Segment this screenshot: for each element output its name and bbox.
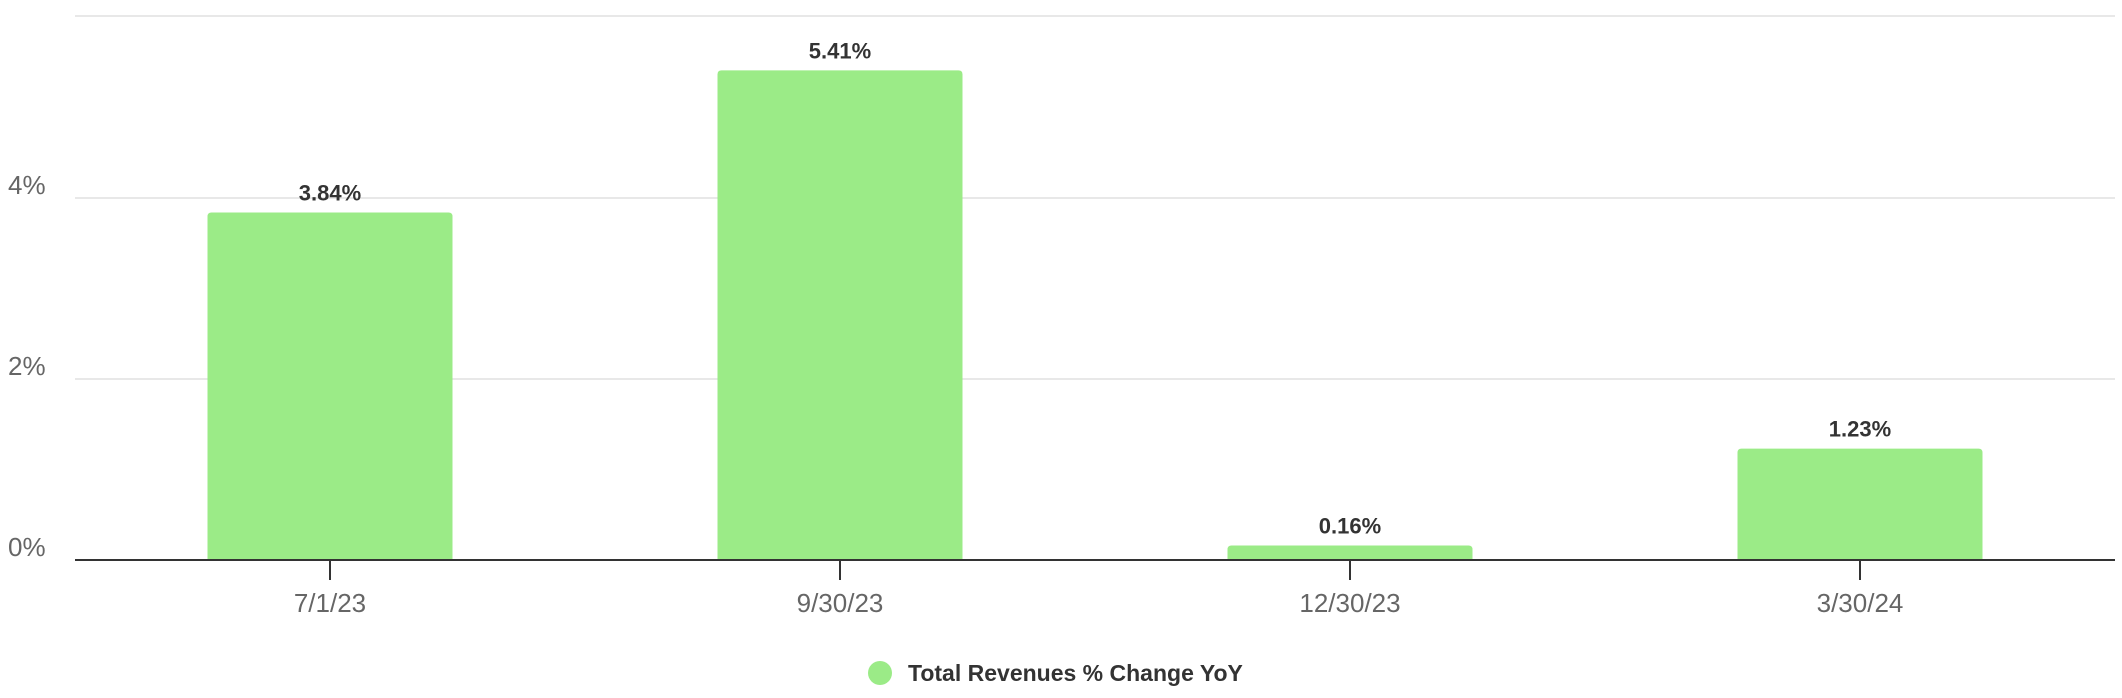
data-label: 1.23% xyxy=(1829,417,1891,442)
axes xyxy=(75,559,2115,580)
x-tick-label: 7/1/23 xyxy=(294,588,366,618)
bar-9/30/23 xyxy=(717,70,963,561)
bar-3/30/24 xyxy=(1737,448,1983,560)
legend-item-label[interactable]: Total Revenues % Change YoY xyxy=(908,660,1243,686)
data-label: 3.84% xyxy=(299,180,361,205)
labels: 0% 2% 4% 3.84% 7/1/23 5.41% 9/30/23 0.16% 12/30/… xyxy=(8,38,1903,618)
x-tick-label: 12/30/23 xyxy=(1299,588,1400,618)
data-label: 0.16% xyxy=(1319,514,1381,539)
x-tick-label: 3/30/24 xyxy=(1817,588,1904,618)
legend[interactable]: Total Revenues % Change YoY xyxy=(868,660,1243,686)
x-tick-label: 9/30/23 xyxy=(797,588,884,618)
data-label: 5.41% xyxy=(809,38,871,63)
y-tick-label: 2% xyxy=(8,351,46,381)
legend-marker-icon xyxy=(868,661,892,685)
y-tick-label: 0% xyxy=(8,532,46,562)
y-tick-label: 4% xyxy=(8,170,46,200)
bars xyxy=(207,70,1983,561)
bar-7/1/23 xyxy=(207,212,453,561)
bar-12/30/23 xyxy=(1227,545,1473,560)
